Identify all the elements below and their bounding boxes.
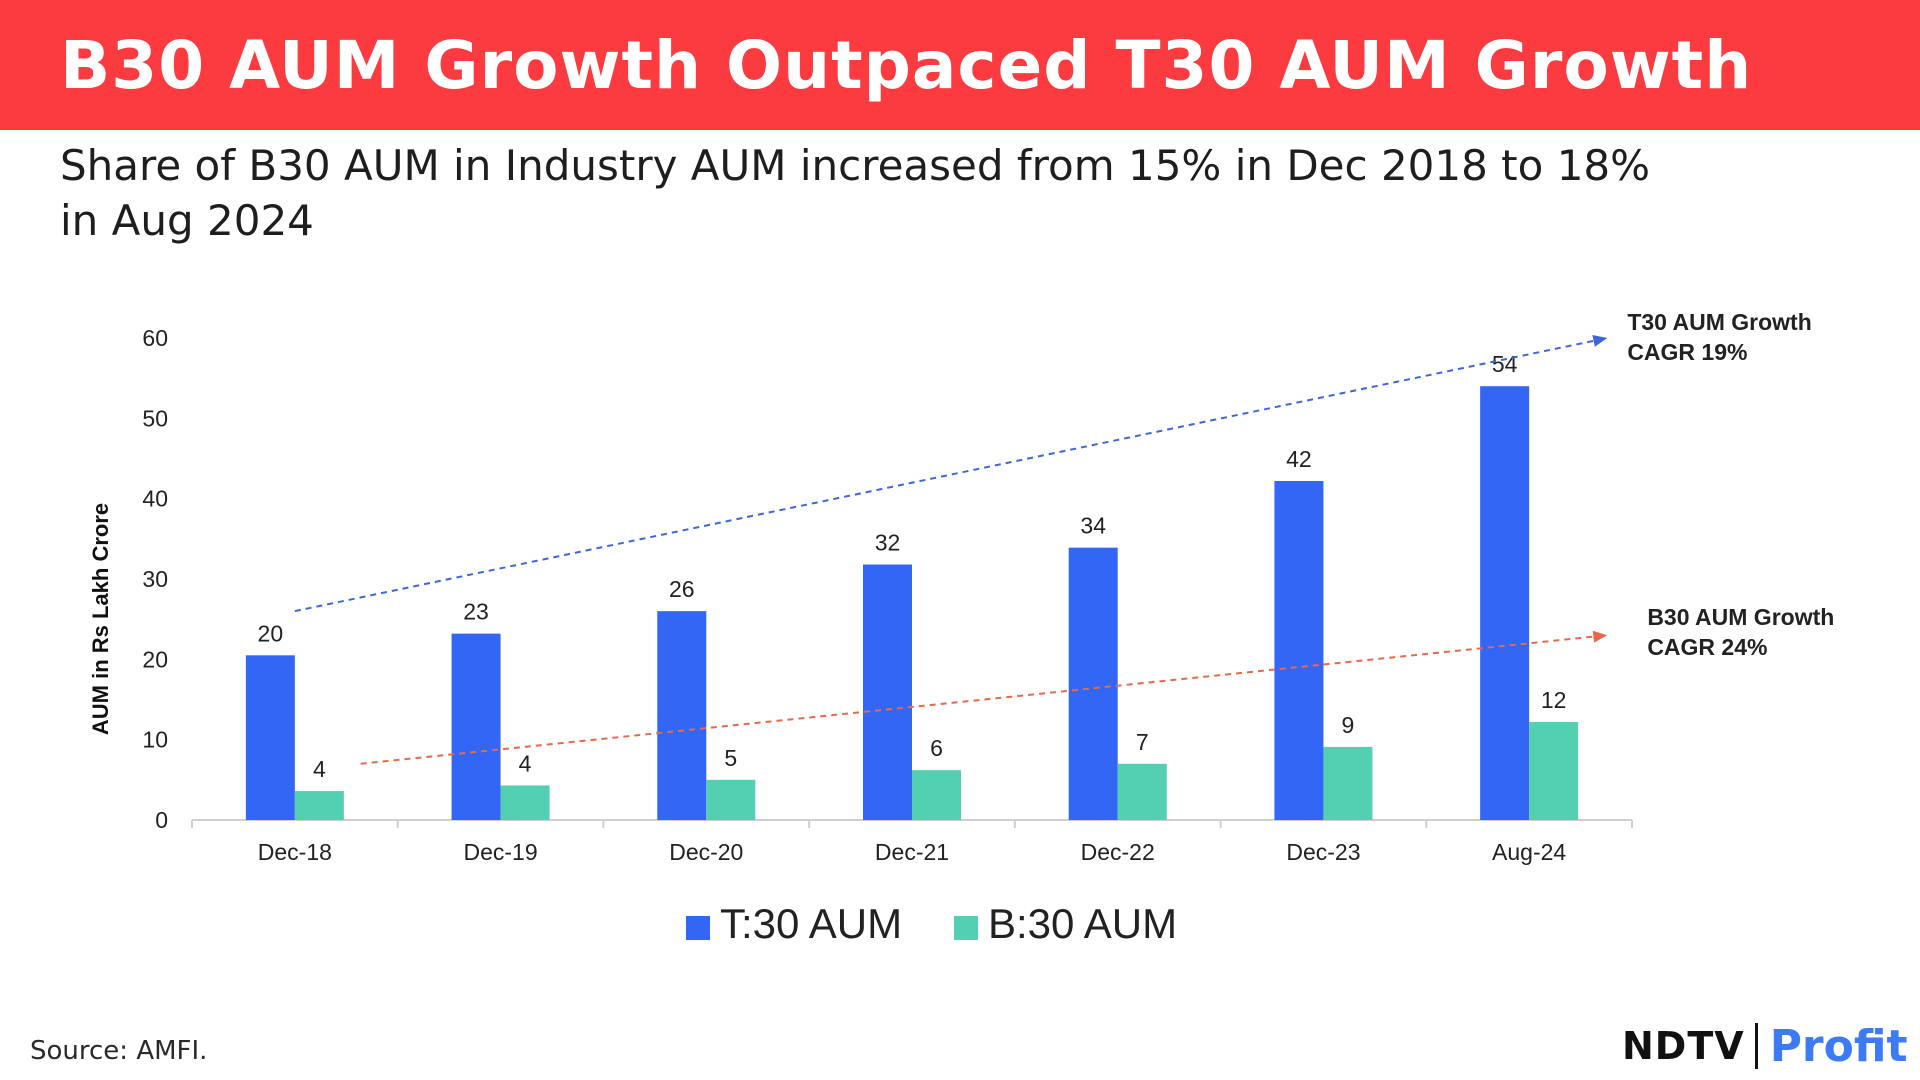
- y-tick-label: 50: [142, 405, 168, 431]
- t30-data-label: 42: [1286, 446, 1312, 472]
- b30-data-label: 12: [1541, 687, 1567, 713]
- title-banner: B30 AUM Growth Outpaced T30 AUM Growth: [0, 0, 1920, 130]
- legend-label-t30: T:30 AUM: [720, 900, 902, 947]
- x-tick-label: Dec-19: [463, 839, 537, 865]
- b30-data-label: 9: [1342, 712, 1355, 738]
- t30-bar: [657, 611, 707, 820]
- x-tick-label: Aug-24: [1492, 839, 1566, 865]
- b30-data-label: 4: [519, 750, 532, 776]
- t30-data-label: 20: [258, 620, 284, 646]
- b30-data-label: 7: [1136, 729, 1149, 755]
- y-tick-label: 10: [142, 727, 168, 753]
- logo-ndtv-text: NDTV: [1622, 1024, 1745, 1068]
- source-note: Source: AMFI.: [30, 1036, 208, 1066]
- logo-divider: [1754, 1023, 1758, 1069]
- y-tick-label: 40: [142, 486, 168, 512]
- b30-bar: [294, 791, 344, 820]
- t30-trend-annotation: T30 AUM Growth: [1627, 309, 1811, 335]
- t30-bar: [1480, 386, 1530, 820]
- bar-chart: 0 10 20 30 40 50 60 AUM in Rs Lakh Crore 20 23 26 3…: [88, 309, 1834, 947]
- t30-bar: [1274, 480, 1324, 820]
- t30-data-label: 26: [669, 576, 695, 602]
- logo-profit-text: Profit: [1769, 1020, 1908, 1072]
- t30-bar: [451, 633, 501, 820]
- b30-trend-arrowhead: [1592, 630, 1608, 643]
- page-title: B30 AUM Growth Outpaced T30 AUM Growth: [60, 27, 1753, 104]
- y-tick-label: 20: [142, 646, 168, 672]
- x-tick-label: Dec-23: [1286, 839, 1360, 865]
- b30-data-label: 4: [313, 756, 326, 782]
- b30-data-label: 6: [930, 735, 943, 761]
- b30-bar: [1529, 721, 1579, 820]
- b30-bar: [706, 779, 756, 820]
- x-tick-label: Dec-22: [1081, 839, 1155, 865]
- y-axis-label: AUM in Rs Lakh Crore: [88, 503, 113, 735]
- ndtv-profit-logo: NDTV Profit: [1622, 1018, 1912, 1074]
- x-tick-label: Dec-20: [669, 839, 743, 865]
- t30-data-label: 32: [875, 530, 901, 556]
- t30-data-label: 54: [1492, 351, 1518, 377]
- x-tick-label: Dec-21: [875, 839, 949, 865]
- y-tick-label: 30: [142, 566, 168, 592]
- t30-trend-annotation: CAGR 19%: [1627, 339, 1747, 365]
- b30-data-label: 5: [724, 745, 737, 771]
- b30-trend-annotation: CAGR 24%: [1647, 634, 1767, 660]
- t30-bar: [1068, 547, 1118, 820]
- b30-trend-line: [360, 634, 1608, 765]
- legend-swatch-t30: [686, 916, 710, 940]
- y-tick-label: 60: [142, 325, 168, 351]
- t30-trend-line: [294, 337, 1608, 613]
- t30-data-label: 34: [1080, 513, 1106, 539]
- b30-bar: [912, 770, 961, 820]
- legend-label-b30: B:30 AUM: [988, 900, 1177, 947]
- page-subtitle: Share of B30 AUM in Industry AUM increas…: [60, 141, 1651, 245]
- b30-trend-annotation: B30 AUM Growth: [1647, 604, 1834, 630]
- x-tick-label: Dec-18: [258, 839, 332, 865]
- legend-swatch-b30: [954, 916, 978, 940]
- t30-data-label: 23: [463, 599, 489, 625]
- t30-bar: [863, 564, 912, 820]
- y-tick-label: 0: [155, 807, 168, 833]
- b30-bar: [500, 785, 550, 820]
- t30-bar: [245, 655, 295, 820]
- b30-bar: [1323, 746, 1373, 820]
- b30-bar: [1117, 763, 1167, 820]
- t30-trend-arrowhead: [1592, 334, 1608, 347]
